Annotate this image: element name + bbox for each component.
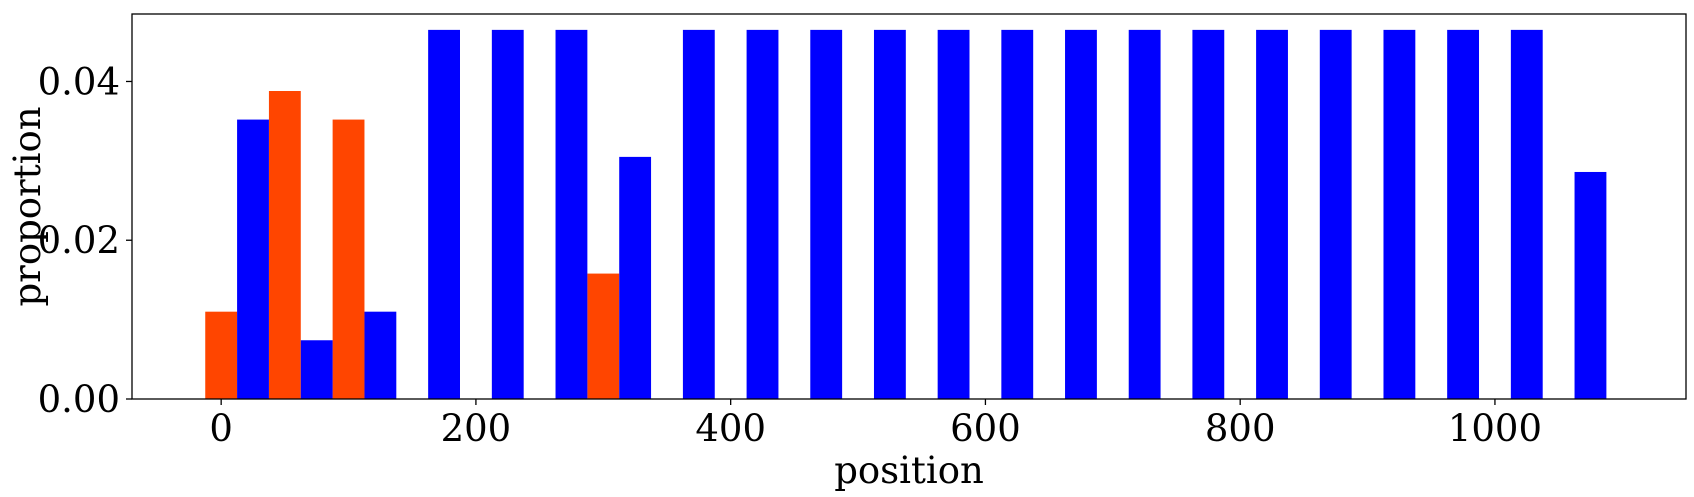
bar-series-2-15 [1128, 29, 1161, 400]
x-axis-label: position [834, 449, 984, 492]
plot-frame [131, 13, 1687, 400]
bar-series-2-6 [555, 29, 588, 400]
bar-series-2-16 [1192, 29, 1225, 400]
x-tick-label: 800 [1205, 407, 1276, 450]
bar-series-2-10 [810, 29, 843, 400]
bar-series-2-13 [1001, 29, 1034, 400]
bar-series-1-1 [205, 311, 238, 399]
bars-layer [205, 29, 1607, 400]
bar-series-2-20 [1447, 29, 1480, 400]
y-tick-label: 0.02 [38, 219, 120, 262]
bar-series-2-21 [1510, 29, 1543, 400]
bar-series-2-18 [1319, 29, 1352, 400]
bar-series-1-4 [587, 273, 620, 399]
bar-series-1-2 [268, 91, 301, 399]
bar-series-2-14 [1065, 29, 1097, 400]
bar-series-2-17 [1256, 29, 1288, 400]
bar-series-2-8 [682, 29, 715, 400]
bar-series-2-22 [1574, 171, 1607, 399]
bar-series-2-3 [364, 311, 397, 399]
bar-series-2-7 [619, 156, 652, 399]
x-tick-label: 200 [441, 407, 512, 450]
bar-series-2-1 [237, 119, 269, 399]
y-tick-label: 0.04 [38, 60, 120, 103]
bar-series-2-2 [300, 340, 333, 399]
x-tick-label: 600 [950, 407, 1021, 450]
bar-series-1-3 [332, 119, 365, 399]
bar-series-2-12 [937, 29, 970, 400]
x-tick-label: 0 [209, 407, 233, 450]
bar-series-2-19 [1383, 29, 1416, 400]
y-axis-label: proportion [6, 106, 49, 306]
ticks-layer: 0 200 400 600 800 1000 0.00 0.02 0.04 [38, 60, 1542, 450]
bar-series-2-4 [428, 29, 460, 400]
bar-series-2-9 [746, 29, 779, 400]
x-tick-label: 400 [695, 407, 766, 450]
bar-series-2-5 [491, 29, 524, 400]
x-tick-label: 1000 [1448, 407, 1542, 450]
bar-series-2-11 [873, 29, 906, 400]
y-tick-label: 0.00 [38, 378, 120, 421]
